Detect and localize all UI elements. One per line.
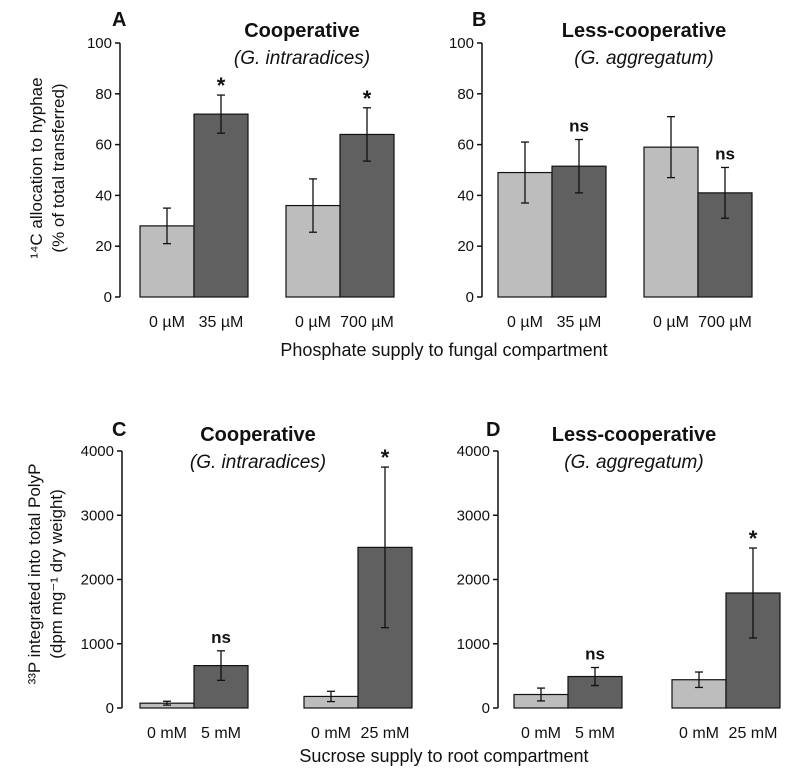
- panel-b-ytick-label: 0: [466, 289, 474, 306]
- panel-a-ytick-label: 100: [87, 35, 112, 52]
- panel-a-category-label: 0 µM: [149, 314, 185, 331]
- panel-b-category-label: 35 µM: [557, 314, 602, 331]
- panel-b-ytick-label: 60: [457, 137, 474, 154]
- panel-d-significance-label: ns: [585, 645, 605, 664]
- panel-a-significance-label: *: [363, 86, 372, 111]
- panel-d-significance-label: *: [749, 526, 758, 551]
- panel-c-category-label: 0 mM: [311, 725, 351, 742]
- panel-a-ylabel-line2: (% of total transferred): [49, 83, 68, 252]
- panel-a-subtitle: (G. intraradices): [234, 48, 370, 69]
- panel-a-ytick-label: 80: [95, 86, 112, 103]
- panel-d-category-label: 0 mM: [679, 725, 719, 742]
- panel-d-subtitle: (G. aggregatum): [564, 452, 703, 473]
- panel-d-category-label: 5 mM: [575, 725, 615, 742]
- panel-c-significance-label: ns: [211, 628, 231, 647]
- bottom-row-xlabel: Sucrose supply to root compartment: [299, 746, 588, 766]
- panel-a-ytick-label: 0: [104, 289, 112, 306]
- panel-d-category-label: 25 mM: [729, 725, 778, 742]
- panel-c-ylabel-line2: (dpm mg⁻¹ dry weight): [47, 489, 66, 659]
- panel-b-significance-label: ns: [715, 144, 735, 163]
- panel-d-title: Less-cooperative: [552, 424, 717, 446]
- panel-d-ytick-label: 2000: [457, 572, 490, 589]
- panel-a-bar: [285, 204, 341, 298]
- panel-a-ytick-label: 20: [95, 238, 112, 255]
- panel-b-title: Less-cooperative: [562, 20, 727, 42]
- panel-a-category-label: 0 µM: [295, 314, 331, 331]
- panel-b-subtitle: (G. aggregatum): [574, 48, 713, 69]
- panel-c-ytick-label: 4000: [81, 443, 114, 460]
- panel-d-bar: [725, 592, 781, 709]
- panel-letter-b: B: [472, 9, 486, 31]
- panel-c-ytick-label: 3000: [81, 507, 114, 524]
- panel-c-category-label: 0 mM: [147, 725, 187, 742]
- panel-a-category-label: 700 µM: [340, 314, 394, 331]
- panel-b-ytick-label: 100: [449, 35, 474, 52]
- panel-d-ytick-label: 1000: [457, 636, 490, 653]
- panel-a-bar: [339, 133, 395, 298]
- panel-b-category-label: 0 µM: [507, 314, 543, 331]
- panel-a-bar: [193, 113, 249, 298]
- panel-a-significance-label: *: [217, 73, 226, 98]
- panel-c-subtitle: (G. intraradices): [190, 452, 326, 473]
- panel-c-ylabel-line1: ³³P integrated into total PolyP: [25, 464, 44, 685]
- panel-d-category-label: 0 mM: [521, 725, 561, 742]
- panel-c: C Cooperative (G. intraradices) ³³P inte…: [25, 419, 413, 742]
- panel-d-ytick-label: 4000: [457, 443, 490, 460]
- panel-letter-d: D: [486, 419, 500, 441]
- panel-c-category-label: 5 mM: [201, 725, 241, 742]
- panel-b-ytick-label: 80: [457, 86, 474, 103]
- panel-b-category-label: 0 µM: [653, 314, 689, 331]
- panel-b-significance-label: ns: [569, 117, 589, 136]
- panel-a-ylabel-line1: ¹⁴C allocation to hyphae: [27, 77, 46, 258]
- panel-d-ytick-label: 0: [482, 700, 490, 717]
- panel-letter-c: C: [112, 419, 126, 441]
- panel-a-ytick-label: 60: [95, 137, 112, 154]
- panel-a-ytick-label: 40: [95, 187, 112, 204]
- panel-b: B Less-cooperative (G. aggregatum) 0 20 40…: [449, 9, 753, 331]
- panel-d: D Less-cooperative (G. aggregatum) 0 1000…: [457, 419, 781, 742]
- panel-d-ytick-label: 3000: [457, 507, 490, 524]
- panel-c-title: Cooperative: [200, 424, 316, 446]
- panel-c-significance-label: *: [381, 445, 390, 470]
- panel-c-ytick-label: 2000: [81, 572, 114, 589]
- panel-a-category-label: 35 µM: [199, 314, 244, 331]
- top-row-xlabel: Phosphate supply to fungal compartment: [280, 340, 607, 360]
- panel-a: A Cooperative (G. intraradices) ¹⁴C allo…: [27, 9, 395, 331]
- panel-c-ytick-label: 1000: [81, 636, 114, 653]
- panel-b-ytick-label: 40: [457, 187, 474, 204]
- panel-b-ytick-label: 20: [457, 238, 474, 255]
- panel-c-ytick-label: 0: [106, 700, 114, 717]
- panel-b-category-label: 700 µM: [698, 314, 752, 331]
- panel-a-title: Cooperative: [244, 20, 360, 42]
- panel-letter-a: A: [112, 9, 126, 31]
- panel-c-category-label: 25 mM: [361, 725, 410, 742]
